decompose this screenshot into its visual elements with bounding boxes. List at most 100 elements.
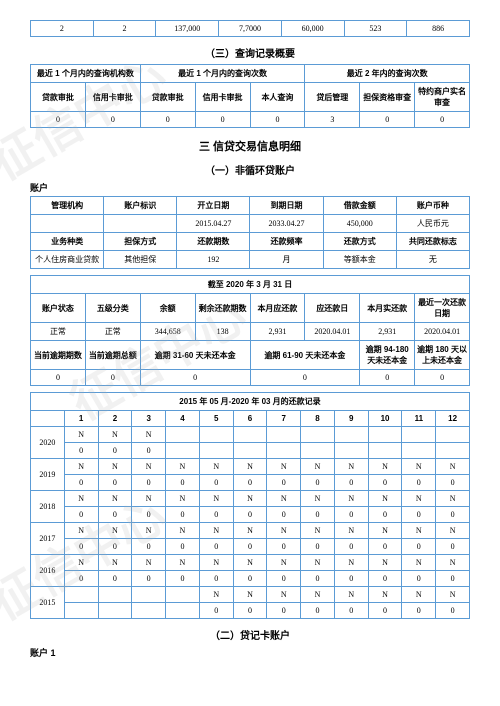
repay-2015-10-val: 0 [368, 603, 402, 619]
dh1-cell-3: 到期日期 [250, 197, 323, 215]
repay-2020-6-val [233, 443, 267, 459]
query-values-cell-6: 0 [360, 112, 415, 128]
repay-2020-1-status: N [64, 427, 98, 443]
repay-2015-5-val: 0 [199, 603, 233, 619]
top-row-cell-1: 2 [93, 21, 156, 37]
year-2017: 2017 [31, 523, 65, 555]
month-11: 11 [402, 411, 436, 427]
dh3-cell-3: 剩余还款期数 [195, 294, 250, 323]
month-4: 4 [166, 411, 200, 427]
repay-2015-12-val: 0 [436, 603, 470, 619]
dv1-cell-1 [104, 215, 177, 233]
repay-2016-2-val: 0 [98, 571, 132, 587]
query-headers-cell-2: 贷款审批 [140, 83, 195, 112]
repay-2017-5-status: N [199, 523, 233, 539]
repay-2017-7-val: 0 [267, 539, 301, 555]
repay-2020-7-val [267, 443, 301, 459]
dv2-cell-3: 月 [250, 251, 323, 269]
repay-2017-1-val: 0 [64, 539, 98, 555]
repay-2016-9-val: 0 [334, 571, 368, 587]
repay-2016-8-val: 0 [301, 571, 335, 587]
top-row-cell-5: 523 [344, 21, 407, 37]
dv4-cell-5: 0 [415, 370, 470, 386]
year-2018: 2018 [31, 491, 65, 523]
repay-2016-12-status: N [436, 555, 470, 571]
repay-2019-7-status: N [267, 459, 301, 475]
dh2-cell-2: 还款期数 [177, 233, 250, 251]
dh1-cell-0: 管理机构 [31, 197, 104, 215]
repay-2018-3-val: 0 [132, 507, 166, 523]
repay-2019-8-status: N [301, 459, 335, 475]
dh4-cell-1: 当前逾期总额 [85, 341, 140, 370]
repay-2019-1-status: N [64, 459, 98, 475]
repay-2018-9-status: N [334, 491, 368, 507]
month-5: 5 [199, 411, 233, 427]
repay-2019-10-val: 0 [368, 475, 402, 491]
cutoff-table: 截至 2020 年 3 月 31 日 账户状态五级分类余额剩余还款期数本月应还款… [30, 275, 470, 386]
repay-2017-8-status: N [301, 523, 335, 539]
repay-2015-8-status: N [301, 587, 335, 603]
top-row-cell-0: 2 [31, 21, 94, 37]
repay-2016-11-val: 0 [402, 571, 436, 587]
repay-2019-9-val: 0 [334, 475, 368, 491]
repay-2019-2-val: 0 [98, 475, 132, 491]
query-values-cell-5: 3 [305, 112, 360, 128]
dh4-cell-4: 逾期 94-180 天未还本金 [360, 341, 415, 370]
top-row-cell-4: 60,000 [281, 21, 344, 37]
repay-2017-12-val: 0 [436, 539, 470, 555]
repay-2015-10-status: N [368, 587, 402, 603]
repay-2020-9-status [334, 427, 368, 443]
repay-2017-12-status: N [436, 523, 470, 539]
month-2: 2 [98, 411, 132, 427]
dh3-cell-0: 账户状态 [31, 294, 86, 323]
repay-2019-8-val: 0 [301, 475, 335, 491]
dv3-cell-7: 2020.04.01 [415, 323, 470, 341]
query-headers-cell-7: 特约商户实名审查 [415, 83, 470, 112]
repay-2017-4-val: 0 [166, 539, 200, 555]
query-headers-cell-6: 担保资格审查 [360, 83, 415, 112]
month-12: 12 [436, 411, 470, 427]
repay-2016-6-status: N [233, 555, 267, 571]
repay-2019-10-status: N [368, 459, 402, 475]
repay-2016-4-status: N [166, 555, 200, 571]
account-label: 账户 [30, 181, 470, 194]
repay-2017-2-val: 0 [98, 539, 132, 555]
top-row-cell-2: 137,000 [156, 21, 219, 37]
dv4-cell-4: 0 [360, 370, 415, 386]
repay-2018-9-val: 0 [334, 507, 368, 523]
repay-2019-12-status: N [436, 459, 470, 475]
repay-2020-9-val [334, 443, 368, 459]
qh-top-0: 最近 1 个月内的查询机构数 [31, 65, 141, 83]
repay-2017-9-val: 0 [334, 539, 368, 555]
repay-2018-1-status: N [64, 491, 98, 507]
repay-2018-6-status: N [233, 491, 267, 507]
repay-2020-3-status: N [132, 427, 166, 443]
repay-2020-4-val [166, 443, 200, 459]
top-row-cell-6: 886 [407, 21, 470, 37]
repay-2018-12-status: N [436, 491, 470, 507]
year-2020: 2020 [31, 427, 65, 459]
repay-2019-11-status: N [402, 459, 436, 475]
dh2-cell-0: 业务种类 [31, 233, 104, 251]
dv2-cell-4: 等额本金 [323, 251, 396, 269]
repay-2019-6-status: N [233, 459, 267, 475]
account-detail-table: 管理机构账户标识开立日期到期日期借款金额账户币种 2015.04.272033.… [30, 196, 470, 269]
dv4-cell-3: 0 [250, 370, 360, 386]
repay-2017-5-val: 0 [199, 539, 233, 555]
repay-2017-10-val: 0 [368, 539, 402, 555]
repay-2017-10-status: N [368, 523, 402, 539]
repay-2019-1-val: 0 [64, 475, 98, 491]
repay-title: 2015 年 05 月-2020 年 03 月的还款记录 [31, 393, 470, 411]
repay-2020-10-status [368, 427, 402, 443]
repay-2016-8-status: N [301, 555, 335, 571]
dh3-cell-4: 本月应还款 [250, 294, 305, 323]
dv1-cell-2: 2015.04.27 [177, 215, 250, 233]
dh3-cell-5: 应还款日 [305, 294, 360, 323]
dv2-cell-0: 个人住房商业贷款 [31, 251, 104, 269]
repay-2017-6-status: N [233, 523, 267, 539]
dh4-cell-5: 逾期 180 天以上未还本金 [415, 341, 470, 370]
repay-2018-3-status: N [132, 491, 166, 507]
repay-2017-7-status: N [267, 523, 301, 539]
dv1-cell-5: 人民币元 [396, 215, 469, 233]
year-2015: 2015 [31, 587, 65, 619]
